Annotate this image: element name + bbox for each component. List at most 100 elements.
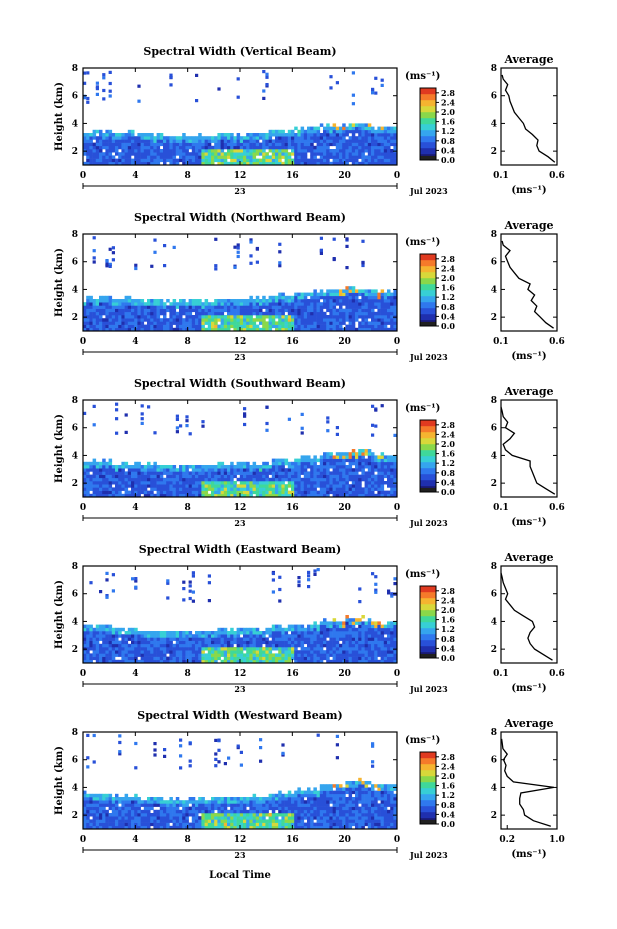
heatmap-cell [239, 308, 244, 313]
heatmap-cell [156, 659, 161, 664]
heatmap-cell [335, 145, 340, 150]
colorbar: (ms⁻¹)0.00.40.81.21.62.02.42.8 [405, 237, 455, 331]
heatmap-cell [255, 315, 260, 319]
heatmap-cell [252, 158, 257, 163]
heatmap-cell [310, 493, 314, 498]
heatmap-cell [111, 308, 116, 313]
heatmap-cell [156, 311, 161, 316]
heatmap-cell [86, 145, 90, 150]
heatmap-cell [348, 149, 353, 153]
heatmap-cell [323, 455, 327, 459]
heatmap-cell [102, 631, 106, 635]
heatmap-cell [198, 136, 202, 140]
heatmap-cell [147, 405, 151, 409]
heatmap-cell [332, 152, 337, 156]
heatmap-cell [259, 634, 263, 638]
heatmap-cell [361, 133, 365, 137]
heatmap-cell [374, 424, 378, 428]
y-tick-label: 6 [72, 424, 78, 434]
heatmap-cell [316, 490, 321, 495]
heatmap-cell [367, 647, 372, 651]
heatmap-cell [201, 631, 205, 635]
y-tick-label: 8 [72, 562, 78, 572]
heatmap-cell [377, 149, 381, 153]
heatmap-cell [249, 315, 253, 319]
heatmap-cell [134, 461, 138, 466]
heatmap-cell [121, 465, 125, 469]
heatmap-cell [86, 490, 90, 495]
heatmap-cell [275, 133, 279, 137]
heatmap-cell [351, 659, 356, 664]
heatmap-cell [265, 627, 269, 632]
heatmap-cell [348, 318, 353, 322]
heatmap-cell [195, 302, 199, 306]
heatmap-cell [275, 471, 279, 475]
heatmap-cell [374, 637, 378, 641]
heatmap-cell [118, 750, 122, 754]
heatmap-cell [195, 659, 199, 664]
heatmap-cell [188, 484, 193, 488]
heatmap-cell [105, 145, 109, 150]
heatmap-cell [217, 461, 221, 466]
heatmap-cell [268, 133, 273, 137]
heatmap-cell [371, 295, 375, 300]
heatmap-cell [163, 139, 167, 143]
heatmap-cell [262, 149, 266, 153]
heatmap-cell [387, 650, 391, 654]
heatmap-cell [265, 161, 269, 166]
heatmap-cell [118, 643, 122, 648]
heatmap-cell [326, 299, 330, 303]
colorbar-swatch [420, 488, 436, 492]
heatmap-cell [140, 324, 145, 329]
heatmap-cell [278, 242, 282, 246]
heatmap-cell [297, 650, 301, 654]
heatmap-cell [284, 474, 289, 479]
heatmap-cell [252, 302, 257, 306]
profile-frame [500, 565, 558, 664]
heatmap-cell [364, 490, 369, 495]
heatmap-cell [313, 289, 317, 293]
heatmap-cell [143, 158, 148, 163]
heatmap-cell [182, 487, 186, 491]
heatmap-cell [92, 249, 96, 253]
heatmap-cell [278, 637, 282, 641]
heatmap-cell [134, 305, 138, 309]
heatmap-cell [323, 656, 327, 661]
heatmap-cell [374, 302, 378, 306]
heatmap-cell [92, 404, 96, 408]
heatmap-cell [124, 471, 129, 475]
heatmap-cell [345, 152, 349, 156]
heatmap-cell [195, 484, 199, 488]
heatmap-cell [147, 631, 151, 635]
heatmap-cell [243, 407, 247, 411]
heatmap-cell [169, 158, 173, 163]
heatmap-cell [124, 493, 129, 498]
heatmap-cell [223, 145, 228, 150]
heatmap-cell [134, 308, 138, 313]
heatmap-cell [204, 640, 209, 645]
heatmap-cell [246, 321, 250, 325]
heatmap-cell [332, 136, 337, 140]
heatmap-cell [358, 640, 362, 645]
heatmap-cell [147, 653, 151, 657]
heatmap-cell [262, 653, 266, 657]
heatmap-cell [252, 465, 257, 469]
heatmap-cell [185, 318, 189, 322]
heatmap-cell [303, 321, 308, 325]
heatmap-cell [243, 302, 247, 306]
heatmap-cell [105, 321, 109, 325]
heatmap-cell [383, 627, 388, 632]
heatmap-cell [121, 822, 125, 827]
heatmap-cell [105, 158, 109, 163]
heatmap-cell [163, 653, 167, 657]
heatmap-cell [198, 650, 202, 654]
colorbar-tick-label: 2.0 [441, 439, 455, 449]
heatmap-cell [281, 324, 285, 329]
heatmap-cell [326, 627, 330, 632]
heatmap-cell [297, 142, 301, 147]
heatmap-cell [371, 327, 375, 332]
heatmap-cell [140, 133, 145, 137]
heatmap-cell [342, 136, 346, 140]
heatmap-cell [342, 624, 346, 629]
heatmap-cell [358, 455, 362, 459]
